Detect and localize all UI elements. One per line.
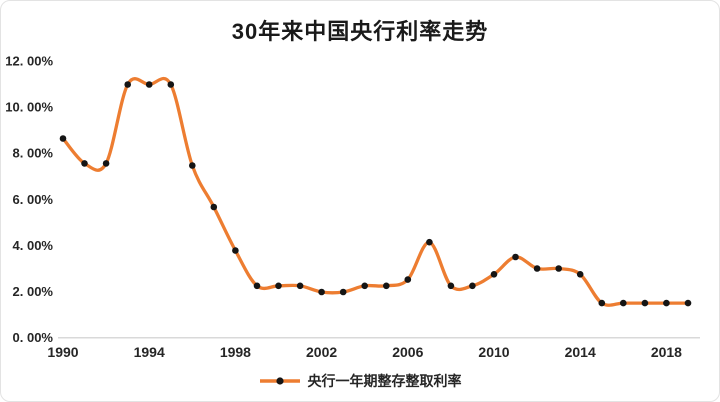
data-point-marker [533, 265, 541, 272]
data-point-marker [210, 203, 218, 211]
x-axis-tick-label: 2010 [478, 344, 509, 360]
x-axis-tick-label: 1990 [47, 344, 78, 360]
data-point-marker [189, 162, 196, 169]
data-point-marker [555, 265, 562, 272]
data-point-marker [447, 282, 455, 290]
data-point-marker [167, 81, 175, 88]
data-point-marker [339, 288, 347, 296]
data-point-marker [490, 271, 498, 278]
x-axis-tick-label: 1994 [134, 344, 165, 360]
rate-line [61, 76, 690, 307]
data-point-marker [512, 253, 519, 261]
x-axis-tick-label: 2014 [565, 344, 596, 360]
data-point-marker [684, 299, 692, 307]
y-axis-tick-label: 12. 00% [5, 54, 53, 69]
data-point-marker [102, 160, 110, 167]
data-point-marker [124, 81, 131, 88]
chart-title: 30年来中国央行利率走势 [231, 19, 489, 44]
data-point-marker [296, 282, 304, 290]
y-axis-tick-label: 2. 00% [13, 284, 54, 299]
data-point-marker [641, 299, 649, 307]
legend-label: 央行一年期整存整取利率 [307, 373, 462, 389]
data-point-marker [404, 276, 412, 283]
data-point-marker [318, 288, 325, 296]
y-axis-tick-label: 4. 00% [13, 238, 54, 253]
data-point-marker [576, 271, 584, 278]
y-axis-tick-label: 10. 00% [5, 100, 53, 115]
x-axis-tick-label: 2018 [651, 344, 682, 360]
y-axis-tick-label: 8. 00% [13, 146, 54, 161]
y-axis-tick-label: 0. 00% [13, 330, 54, 345]
data-point-marker [620, 299, 627, 307]
x-axis-tick-label: 2006 [392, 344, 423, 360]
data-point-marker [232, 247, 239, 254]
data-point-marker [253, 282, 261, 290]
data-point-marker [469, 282, 476, 290]
data-point-marker [426, 238, 433, 246]
data-point-marker [598, 299, 606, 307]
data-point-marker [59, 135, 67, 142]
legend: 央行一年期整存整取利率 [1, 371, 719, 391]
legend-line-marker-icon [259, 377, 300, 385]
data-point-marker [361, 282, 369, 290]
data-point-marker [145, 81, 153, 88]
x-axis-tick-label: 1998 [220, 344, 251, 360]
x-axis-tick-label: 2002 [306, 344, 337, 360]
data-point-marker [275, 282, 282, 290]
data-point-marker [663, 299, 670, 307]
data-point-marker [81, 160, 88, 167]
y-axis-tick-label: 6. 00% [13, 192, 54, 207]
data-point-marker [383, 282, 390, 290]
